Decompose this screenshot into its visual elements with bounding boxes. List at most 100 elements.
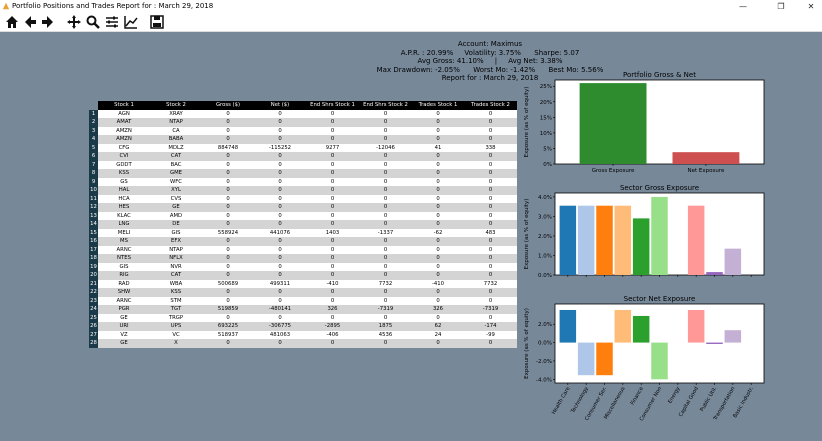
- table-cell: 0: [464, 245, 517, 254]
- table-cell: NVR: [150, 262, 202, 271]
- bar-finance: [632, 218, 650, 275]
- table-cell: 0: [306, 288, 359, 297]
- table-cell: -62: [412, 228, 464, 237]
- table-cell: -2895: [306, 322, 359, 331]
- bar-finance: [632, 315, 650, 343]
- table-row: 5 CFG MDLZ 884748 -115252 9277 -12046 41 338: [89, 143, 517, 152]
- table-cell: -99: [464, 330, 517, 339]
- table-cell: 0: [202, 313, 254, 322]
- bar-health-care: [559, 309, 577, 343]
- table-cell: 483: [464, 228, 517, 237]
- table-cell: 0: [412, 262, 464, 271]
- table-cell: 0: [412, 203, 464, 212]
- table-cell: 0: [202, 288, 254, 297]
- table-row: 16 MS EFX 0 0 0 0 0 0: [89, 237, 517, 246]
- exposure-stats: Avg Gross: 41.10% | Avg Net: 3.38%: [417, 57, 563, 65]
- table-cell: 0: [412, 160, 464, 169]
- table-cell: 0: [359, 169, 412, 178]
- table-cell: MELI: [98, 228, 150, 237]
- table-cell: 0: [464, 288, 517, 297]
- table-cell: HAL: [98, 186, 150, 195]
- table-cell: 0: [254, 194, 306, 203]
- table-cell: 0: [306, 186, 359, 195]
- pan-icon[interactable]: [66, 14, 82, 30]
- bar-technology: [577, 205, 595, 275]
- y-tick-label: 1.0%: [538, 253, 552, 259]
- table-cell: TRGP: [150, 313, 202, 322]
- table-cell: XYL: [150, 186, 202, 195]
- table-cell: MDLZ: [150, 143, 202, 152]
- table-cell: 0: [306, 135, 359, 144]
- table-cell: -480141: [254, 305, 306, 314]
- table-cell: 0: [359, 109, 412, 118]
- table-cell: 0: [359, 339, 412, 348]
- table-cell: 0: [464, 152, 517, 161]
- table-cell: BABA: [150, 135, 202, 144]
- bar-capital-good: [687, 205, 705, 275]
- column-header: Net ($): [254, 101, 306, 110]
- table-cell: 0: [202, 203, 254, 212]
- table-cell: 0: [412, 177, 464, 186]
- table-row: 19 GIS NVR 0 0 0 0 0 0: [89, 262, 517, 271]
- row-index: 9: [89, 177, 98, 186]
- table-cell: CAT: [150, 152, 202, 161]
- edit-axes-icon[interactable]: [123, 14, 139, 30]
- maximize-button[interactable]: ❐: [777, 2, 785, 11]
- table-cell: 0: [464, 296, 517, 305]
- table-cell: 441076: [254, 228, 306, 237]
- table-cell: 884748: [202, 143, 254, 152]
- row-index: 6: [89, 152, 98, 161]
- bar-health-care: [559, 205, 577, 275]
- table-row: 13 KLAC AMD 0 0 0 0 0 0: [89, 211, 517, 220]
- table-row: 1 AGN XRAY 0 0 0 0 0 0: [89, 109, 517, 118]
- bar-miscellaneous: [614, 205, 632, 275]
- table-cell: 519859: [202, 305, 254, 314]
- table-cell: 338: [464, 143, 517, 152]
- table-row: 27 VZ VC 518937 481063 -406 4536 24 -99: [89, 330, 517, 339]
- close-button[interactable]: ✕: [807, 2, 815, 11]
- table-cell: 0: [254, 211, 306, 220]
- table-cell: 41: [412, 143, 464, 152]
- back-arrow-icon[interactable]: [22, 14, 38, 30]
- table-cell: 1403: [306, 228, 359, 237]
- bar-consumer-ser-: [596, 342, 613, 376]
- table-cell: KSS: [150, 288, 202, 297]
- bar-capital-good: [687, 309, 705, 343]
- drawdown-stats: Max Drawdown: -2.05% Worst Mo: -1.42% Be…: [376, 65, 604, 74]
- table-cell: 0: [254, 313, 306, 322]
- table-cell: 0: [254, 296, 306, 305]
- table-row: 20 RIG CAT 0 0 0 0 0 0: [89, 271, 517, 280]
- table-cell: 0: [464, 271, 517, 280]
- home-icon[interactable]: [4, 14, 20, 30]
- table-cell: STM: [150, 296, 202, 305]
- table-cell: 0: [306, 169, 359, 178]
- table-cell: 0: [359, 160, 412, 169]
- configure-subplots-icon[interactable]: [104, 14, 120, 30]
- table-cell: 0: [464, 126, 517, 135]
- y-tick-label: 15%: [540, 115, 552, 121]
- table-cell: 0: [254, 152, 306, 161]
- save-icon[interactable]: [149, 14, 165, 30]
- row-index: 11: [89, 194, 98, 203]
- table-cell: 0: [306, 313, 359, 322]
- column-header: End Shrs Stock 1: [306, 101, 359, 110]
- table-cell: 0: [359, 313, 412, 322]
- table-cell: CVS: [150, 194, 202, 203]
- table-cell: GIS: [150, 228, 202, 237]
- forward-arrow-icon[interactable]: [40, 14, 56, 30]
- table-row: 4 AMZN BABA 0 0 0 0 0 0: [89, 135, 517, 144]
- navigation-toolbar: [0, 13, 822, 32]
- y-tick-label: 0.0%: [538, 273, 552, 279]
- table-cell: 0: [412, 254, 464, 263]
- y-tick-label: 20%: [540, 100, 552, 106]
- row-index: 7: [89, 160, 98, 169]
- row-index: 26: [89, 322, 98, 331]
- table-row: 24 PGR TGT 519859 -480141 326 -7319 326 -7319: [89, 305, 517, 314]
- table-cell: 0: [412, 118, 464, 127]
- minimize-button[interactable]: —: [739, 2, 747, 11]
- column-header: Trades Stock 1: [412, 101, 464, 110]
- table-cell: LNG: [98, 220, 150, 229]
- table-cell: 0: [464, 211, 517, 220]
- bar-public-util-: [706, 272, 723, 275]
- zoom-icon[interactable]: [85, 14, 101, 30]
